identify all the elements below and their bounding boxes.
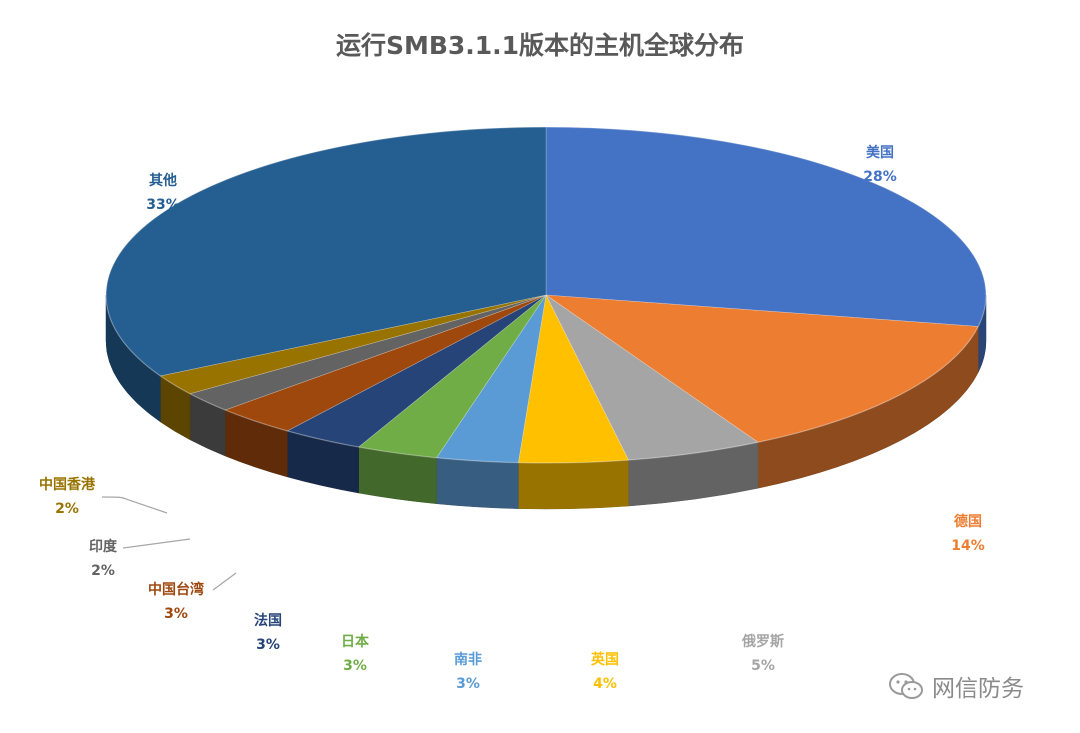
slice-label-3: 英国 bbox=[590, 651, 619, 668]
slice-percent-2: 5% bbox=[751, 658, 775, 674]
slice-label-1: 德国 bbox=[954, 513, 982, 530]
slice-label-5: 日本 bbox=[341, 633, 370, 650]
pie-rim bbox=[105, 126, 987, 464]
slice-label-7: 中国台湾 bbox=[148, 581, 204, 598]
slice-percent-1: 14% bbox=[951, 538, 985, 554]
slice-label-9: 中国香港 bbox=[39, 476, 96, 493]
pie-side-3 bbox=[518, 459, 629, 510]
pie-side-group bbox=[105, 294, 987, 510]
slice-percent-5: 3% bbox=[343, 658, 367, 674]
pie-slice-10 bbox=[105, 126, 547, 377]
slice-label-0: 美国 bbox=[866, 144, 894, 161]
slice-percent-3: 4% bbox=[593, 676, 617, 692]
wechat-icon bbox=[889, 673, 923, 699]
pie-slice-0 bbox=[545, 126, 987, 327]
pie-slice-2 bbox=[545, 294, 759, 461]
pie-top-group bbox=[105, 126, 987, 464]
slice-percent-7: 3% bbox=[164, 606, 188, 622]
pie-slice-6 bbox=[286, 294, 547, 448]
slice-percent-4: 3% bbox=[456, 676, 480, 692]
chart-title: 运行SMB3.1.1版本的主机全球分布 bbox=[335, 31, 745, 60]
slice-percent-9: 2% bbox=[55, 501, 79, 517]
pie-slice-8 bbox=[189, 294, 547, 411]
watermark-text: 网信防务 bbox=[932, 676, 1024, 702]
slice-label-4: 南非 bbox=[454, 651, 482, 668]
pie-slice-3 bbox=[518, 294, 629, 464]
pie-slice-1 bbox=[544, 294, 979, 443]
leader-line-9 bbox=[101, 496, 168, 514]
pie-slice-4 bbox=[436, 294, 547, 463]
slice-percent-10: 33% bbox=[146, 197, 180, 213]
watermark: 网信防务 bbox=[888, 668, 1024, 704]
pie-side-4 bbox=[436, 457, 519, 509]
slice-label-8: 印度 bbox=[89, 538, 118, 555]
leader-line-8 bbox=[122, 538, 191, 549]
pie-label-group: 美国 28% 德国 14% 俄罗斯 5% 英国 4% 南非 3% 日本 3% 法国 3% 中国台湾 3% 印度 2… bbox=[39, 144, 985, 692]
pie-slice-7 bbox=[224, 294, 547, 432]
slice-label-10: 其他 bbox=[149, 172, 177, 189]
leader-line-7 bbox=[212, 572, 237, 591]
slice-label-6: 法国 bbox=[254, 612, 282, 629]
pie-slice-9 bbox=[159, 294, 547, 395]
slice-label-2: 俄罗斯 bbox=[741, 633, 784, 650]
slice-percent-0: 28% bbox=[863, 169, 897, 185]
pie-slice-5 bbox=[357, 294, 547, 459]
slice-percent-8: 2% bbox=[91, 563, 115, 579]
slice-percent-6: 3% bbox=[256, 637, 280, 653]
